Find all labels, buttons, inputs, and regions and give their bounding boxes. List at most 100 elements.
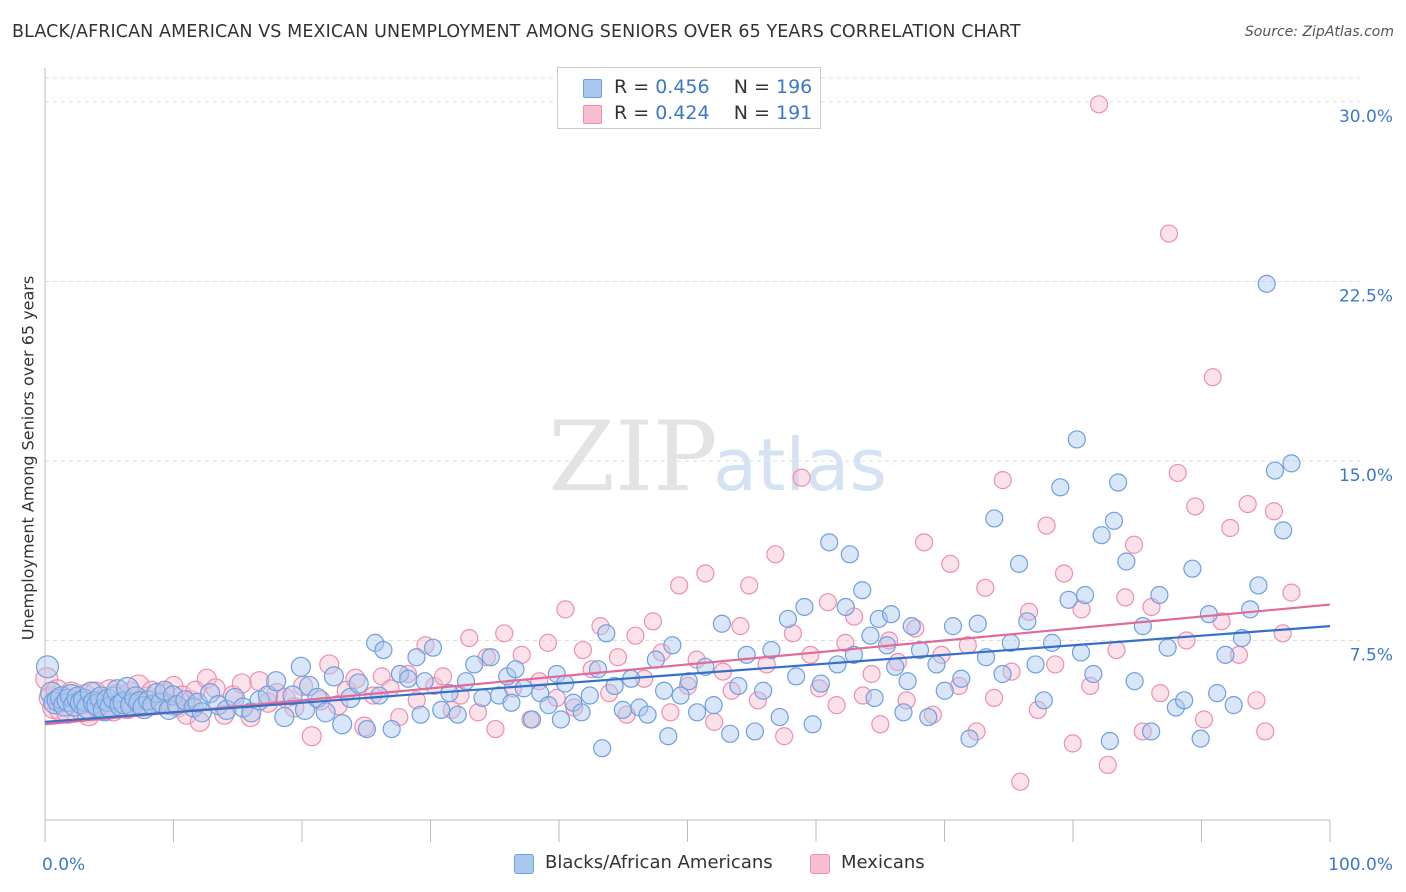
mexicans-point xyxy=(967,722,986,741)
blacks-point xyxy=(927,655,946,674)
blacks-point xyxy=(844,645,864,664)
blacks-point xyxy=(593,739,612,758)
blacks-point xyxy=(514,679,533,698)
r-label: R = xyxy=(614,76,656,98)
blacks-point xyxy=(828,655,847,674)
y-tick-label: 15.0% xyxy=(1339,466,1393,486)
n-label: N = xyxy=(733,102,776,124)
mexicans-point xyxy=(468,703,488,722)
mexicans-point xyxy=(731,617,750,636)
y-tick-label: 30.0% xyxy=(1339,107,1393,127)
blacks-point xyxy=(1282,454,1301,473)
n-value: 196 xyxy=(776,76,813,98)
blacks-point xyxy=(894,703,913,722)
mexicans-point xyxy=(1247,691,1266,710)
blacks-point xyxy=(778,609,798,629)
legend-swatch-pink xyxy=(810,854,830,874)
mexicans-point xyxy=(1124,535,1144,554)
tick-labels: 7.5% 15.0% 22.5% 30.0% 0.0% 100.0% xyxy=(42,107,1393,875)
blacks-point xyxy=(162,685,184,706)
blacks-point xyxy=(654,681,674,700)
mexicans-point xyxy=(433,667,453,686)
mexicans-point xyxy=(301,726,322,747)
mexicans-point xyxy=(853,686,872,705)
blacks-point xyxy=(712,614,731,633)
blacks-point xyxy=(1009,554,1029,573)
blacks-point xyxy=(770,707,789,727)
blacks-point xyxy=(1067,430,1086,449)
blacks-point xyxy=(407,648,426,667)
mexicans-point xyxy=(1203,368,1222,387)
blacks-point xyxy=(465,655,484,674)
blacks-point xyxy=(605,676,624,696)
blacks-point xyxy=(1249,576,1268,595)
r-value: 0.456 xyxy=(655,76,710,98)
blacks-point xyxy=(882,605,901,624)
blacks-point xyxy=(456,672,476,691)
blacks-point xyxy=(348,673,369,694)
blacks-point xyxy=(1265,461,1285,480)
blacks-point xyxy=(580,686,599,705)
blacks-point xyxy=(357,719,377,739)
blacks-points xyxy=(35,274,1301,758)
mexicans-point xyxy=(319,654,340,675)
mexicans-point xyxy=(1159,224,1179,243)
blacks-point xyxy=(1026,655,1045,674)
mexicans-point xyxy=(862,664,881,684)
mexicans-point xyxy=(573,640,593,660)
mexicans-point xyxy=(1264,502,1284,521)
blacks-point xyxy=(886,657,905,676)
mexicans-point xyxy=(460,628,479,648)
blacks-point xyxy=(960,729,979,748)
mexicans-point xyxy=(783,624,802,643)
mexicans-point xyxy=(984,688,1004,708)
blacks-point xyxy=(737,645,756,664)
mexicans-point xyxy=(827,696,846,715)
mexicans-point xyxy=(1028,700,1047,719)
blacks-point xyxy=(659,727,678,746)
blacks-point xyxy=(1018,612,1037,631)
mexicans-point xyxy=(486,719,505,739)
blacks-point xyxy=(1257,274,1276,293)
mexicans-point xyxy=(705,712,724,731)
blacks-point xyxy=(993,664,1012,684)
blacks-point xyxy=(502,693,521,712)
blacks-point xyxy=(762,640,781,660)
axes xyxy=(44,68,1331,842)
mexicans-point xyxy=(941,554,960,573)
watermark: ZIP atlas xyxy=(548,401,887,513)
mexicans-trend-line xyxy=(44,603,1331,726)
legend-text: R = 0.424 N = 191 xyxy=(614,102,812,124)
y-tick-label: 22.5% xyxy=(1339,286,1393,306)
mexicans-point xyxy=(1168,463,1187,483)
blacks-point xyxy=(820,533,839,552)
blacks-point xyxy=(1133,617,1152,636)
mexicans-point xyxy=(801,645,820,664)
blacks-point xyxy=(840,545,859,564)
blacks-point xyxy=(902,617,921,636)
legend-label: Blacks/African Americans xyxy=(545,852,773,873)
legend-swatch-blue xyxy=(514,854,534,874)
y-tick-label: 7.5% xyxy=(1350,645,1393,665)
mexicans-point xyxy=(696,564,715,583)
blacks-point xyxy=(199,683,221,704)
mexicans-point xyxy=(1037,516,1056,535)
mexicans-point xyxy=(1186,497,1205,516)
blacks-point xyxy=(1150,585,1169,605)
gridlines xyxy=(45,77,1360,641)
blacks-point xyxy=(423,638,443,657)
blacks-trend-line xyxy=(44,625,1331,723)
blacks-point xyxy=(1199,605,1219,624)
blacks-point xyxy=(332,714,353,735)
blacks-point xyxy=(663,636,682,655)
blacks-point xyxy=(861,626,880,645)
mexicans-point xyxy=(1221,518,1240,538)
mexicans-point xyxy=(1081,676,1100,696)
mexicans-point xyxy=(1011,772,1030,791)
mexicans-point xyxy=(495,624,514,643)
blacks-point xyxy=(919,707,938,727)
blacks-point xyxy=(935,681,954,700)
blacks-point xyxy=(374,640,393,660)
mexicans-point xyxy=(993,471,1012,490)
